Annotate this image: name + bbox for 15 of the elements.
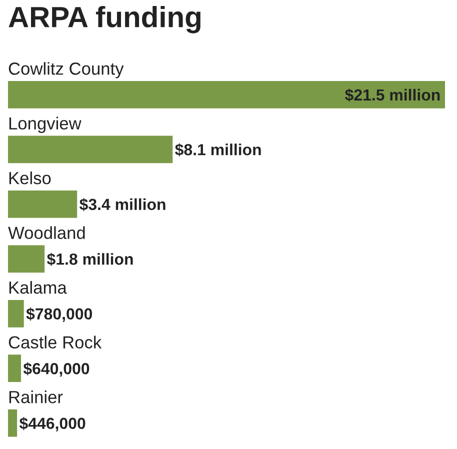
data-label: $640,000	[23, 362, 90, 377]
y-tick-label: Castle Rock	[8, 336, 102, 349]
data-label: $1.8 million	[46, 252, 133, 266]
data-label: $21.5 million	[344, 88, 440, 102]
data-label: $8.1 million	[175, 143, 261, 156]
data-label: $446,000	[19, 417, 86, 432]
y-tick-label: Woodland	[8, 226, 85, 240]
data-label: $780,000	[26, 308, 92, 322]
y-tick-label: Cowlitz County	[8, 62, 124, 78]
chart-title: ARPA funding	[8, 6, 200, 34]
data-label: $3.4 million	[80, 198, 166, 212]
y-tick-label: Longview	[9, 116, 82, 133]
y-tick-label: Kalama	[9, 281, 67, 294]
y-tick-label: Kelso	[9, 172, 51, 184]
y-tick-label: Rainier	[9, 390, 63, 404]
